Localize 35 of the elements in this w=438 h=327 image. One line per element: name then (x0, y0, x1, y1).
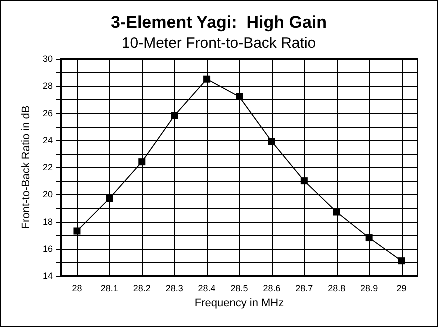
y-tick-label: 14 (42, 271, 53, 281)
y-tick-label: 26 (42, 108, 53, 118)
x-tick-label: 29 (396, 284, 407, 294)
x-tick-label: 28.3 (166, 284, 184, 294)
x-tick-label: 28.7 (296, 284, 314, 294)
point (366, 234, 373, 242)
y-tick-label: 30 (42, 54, 53, 64)
y-tick-label: 22 (42, 162, 53, 172)
point (333, 208, 340, 216)
chart-subtitle: 10-Meter Front-to-Back Ratio (122, 35, 316, 52)
point (268, 138, 276, 146)
point (106, 195, 114, 202)
point (138, 158, 146, 166)
y-tick-label: 24 (42, 135, 53, 146)
x-tick-label: 28.6 (263, 284, 281, 294)
x-tick-label: 28.8 (328, 284, 346, 294)
point (204, 76, 211, 83)
x-tick-label: 28.9 (360, 284, 378, 294)
x-tick-label: 28.5 (230, 284, 248, 294)
point (236, 93, 243, 100)
point (300, 178, 308, 185)
x-tick-label: 28.4 (198, 284, 216, 294)
chart-title: 3-Element Yagi: High Gain (110, 13, 328, 32)
x-tick-label: 28.1 (100, 284, 118, 294)
y-axis-title: Front-to-Back Ratio in dB (20, 106, 33, 230)
x-axis-title: Frequency in MHz (194, 298, 284, 310)
y-tick-label: 16 (42, 244, 53, 254)
y-tick-label: 28 (42, 81, 53, 92)
y-tick-label: 18 (42, 216, 53, 227)
point (398, 258, 406, 265)
point (171, 112, 178, 120)
point (74, 228, 81, 235)
x-tick-label: 28.2 (133, 284, 151, 294)
y-tick-label: 20 (42, 190, 53, 200)
x-tick-label: 28 (72, 284, 82, 294)
